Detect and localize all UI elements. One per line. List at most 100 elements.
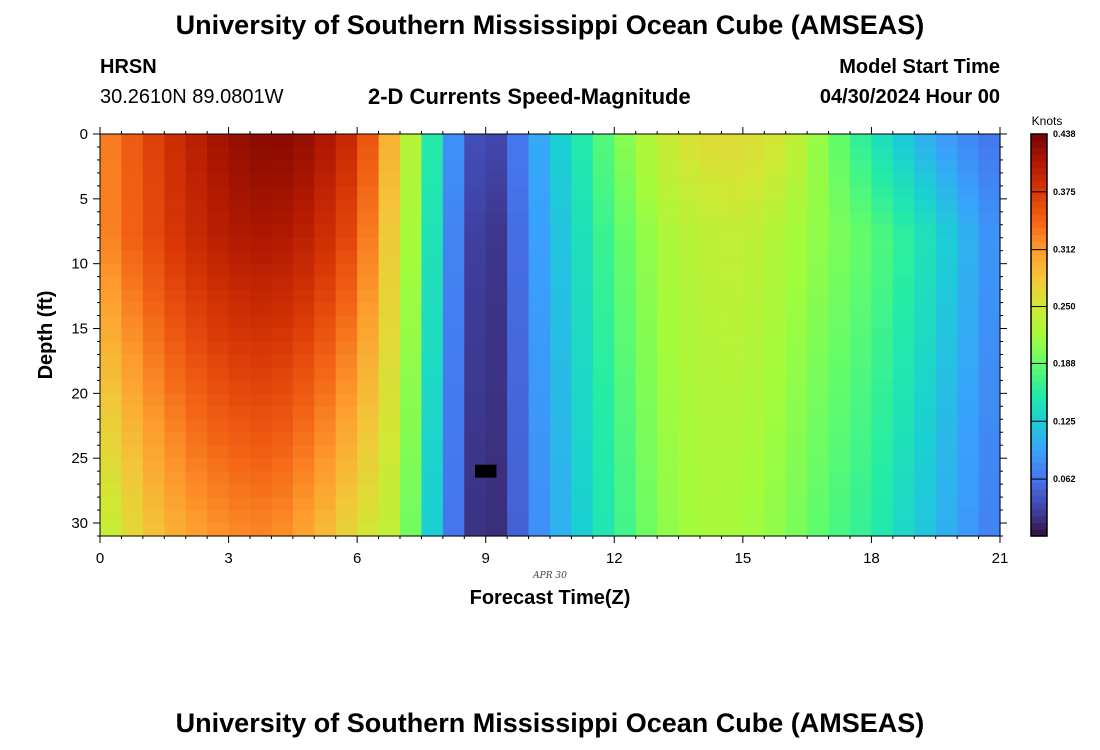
heatmap-cell [657,251,679,265]
heatmap-cell [593,186,615,200]
heatmap-cell [571,277,593,291]
heatmap-cell [207,380,229,394]
heatmap-cell [593,329,615,343]
heatmap-cell [786,173,808,187]
heatmap-cell [293,199,315,213]
heatmap-cell [979,445,1001,459]
heatmap-cell [293,238,315,252]
heatmap-cell [850,173,872,187]
heatmap-cell [850,354,872,368]
heatmap-cell [614,238,636,252]
heatmap-cell [571,134,593,148]
heatmap-cell [786,419,808,433]
heatmap-cell [786,251,808,265]
heatmap-cell [186,445,208,459]
heatmap-cell [336,303,358,317]
heatmap-cell [421,160,443,174]
heatmap-cell [421,458,443,472]
heatmap-cell [979,160,1001,174]
heatmap-cell [293,160,315,174]
heatmap-cell [829,329,851,343]
heatmap-cell [636,212,658,226]
heatmap-cell [593,432,615,446]
heatmap-cell [357,186,379,200]
heatmap-cell [443,471,465,485]
heatmap-cell [121,251,143,265]
heatmap-cell [229,290,251,304]
heatmap-cell [657,277,679,291]
heatmap-cell [400,186,422,200]
heatmap-cell [593,471,615,485]
heatmap-cell [314,484,336,498]
heatmap-cell [271,432,293,446]
heatmap-cell [421,199,443,213]
heatmap-cell [807,354,829,368]
heatmap-cell [614,147,636,161]
heatmap-cell [979,290,1001,304]
heatmap-cell [700,251,722,265]
heatmap-cell [550,134,572,148]
heatmap-cell [379,160,401,174]
heatmap-cell [443,341,465,355]
heatmap-cell [207,199,229,213]
heatmap-cell [357,367,379,381]
heatmap-cell [507,186,529,200]
heatmap-cell [293,134,315,148]
missing-data-cell [475,465,496,478]
x-tick-label: 3 [224,550,232,567]
heatmap-cell [336,238,358,252]
colorbar: 0.4380.3750.3120.2500.1880.1250.062 [1031,129,1076,537]
heatmap-cell [636,523,658,537]
colorbar-segment [1031,516,1047,523]
heatmap-cell [293,147,315,161]
heatmap-cell [379,510,401,524]
heatmap-cell [550,510,572,524]
heatmap-cell [764,523,786,537]
heatmap-cell [679,212,701,226]
heatmap-cell [121,393,143,407]
colorbar-segment [1031,261,1047,268]
heatmap-cell [657,160,679,174]
heatmap-cell [571,458,593,472]
heatmap-cell [893,497,915,511]
heatmap-cell [657,173,679,187]
heatmap-cell [829,497,851,511]
heatmap-cell [357,445,379,459]
heatmap-cell [850,393,872,407]
heatmap-cell [336,484,358,498]
heatmap-cell [507,238,529,252]
heatmap-cell [636,134,658,148]
heatmap-cell [700,419,722,433]
heatmap-cell [529,264,551,278]
heatmap-cell [400,303,422,317]
heatmap-cell [421,432,443,446]
heatmap-cell [529,290,551,304]
heatmap-cell [186,303,208,317]
heatmap-cell [164,199,186,213]
heatmap-cell [914,484,936,498]
heatmap-cell [250,238,272,252]
heatmap-cell [271,380,293,394]
heatmap-cell [593,199,615,213]
heatmap-cell [507,471,529,485]
heatmap-cell [143,199,165,213]
heatmap-cell [100,497,122,511]
heatmap-cell [164,497,186,511]
heatmap-cell [593,251,615,265]
heatmap-cell [529,147,551,161]
heatmap-cell [443,393,465,407]
heatmap-cell [657,497,679,511]
heatmap-cell [100,277,122,291]
heatmap-cell [871,484,893,498]
heatmap-cell [229,432,251,446]
heatmap-cell [936,316,958,330]
heatmap-cell [700,173,722,187]
colorbar-segment [1031,342,1047,349]
heatmap-cell [379,458,401,472]
heatmap-cell [293,212,315,226]
heatmap-cell [871,523,893,537]
heatmap-cell [936,367,958,381]
heatmap-cell [207,484,229,498]
heatmap-cell [529,419,551,433]
heatmap-cell [121,354,143,368]
